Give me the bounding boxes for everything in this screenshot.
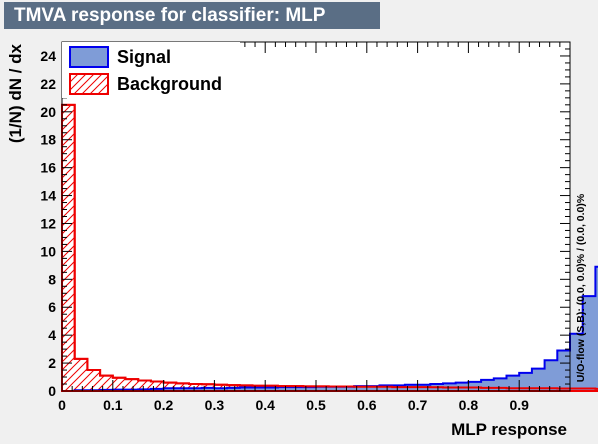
x-tick-label: 0.9	[509, 397, 529, 413]
x-tick-label: 0.1	[103, 397, 123, 413]
y-tick-label: 12	[40, 215, 56, 231]
x-tick-label: 0.5	[306, 397, 326, 413]
x-tick-label: 0	[58, 397, 66, 413]
plot-frame	[61, 41, 571, 392]
y-axis-label: (1/N) dN / dx	[6, 43, 25, 143]
y-tick-label: 16	[40, 160, 56, 176]
title-box: TMVA response for classifier: MLP	[4, 2, 380, 29]
x-tick-label: 0.3	[205, 397, 225, 413]
x-tick-label: 0.8	[459, 397, 479, 413]
x-tick-label: 0.6	[357, 397, 377, 413]
y-tick-label: 24	[40, 48, 56, 64]
legend: Signal Background	[62, 42, 240, 98]
chart-title: TMVA response for classifier: MLP	[14, 5, 326, 26]
x-tick-label: 0.4	[255, 397, 275, 413]
y-tick-label: 14	[40, 188, 56, 204]
x-tick-label: 0.2	[154, 397, 174, 413]
x-axis-label: MLP response	[451, 420, 567, 439]
y-tick-label: 4	[48, 327, 56, 343]
y-tick-label: 22	[40, 76, 56, 92]
overflow-label: U/O-flow (S,B): (0.0, 0.0)% / (0.0, 0.0)…	[575, 193, 587, 382]
y-tick-label: 20	[40, 104, 56, 120]
legend-signal-label: Signal	[117, 47, 171, 67]
legend-background-swatch	[69, 73, 109, 95]
y-tick-label: 0	[48, 383, 56, 399]
legend-signal-swatch	[69, 46, 109, 68]
y-tick-label: 18	[40, 132, 56, 148]
x-tick-label: 0.7	[408, 397, 428, 413]
y-tick-label: 8	[48, 271, 56, 287]
y-tick-label: 10	[40, 243, 56, 259]
y-tick-label: 6	[48, 299, 56, 315]
background-outline	[61, 103, 598, 392]
y-tick-label: 2	[48, 355, 56, 371]
legend-background-label: Background	[117, 74, 222, 94]
